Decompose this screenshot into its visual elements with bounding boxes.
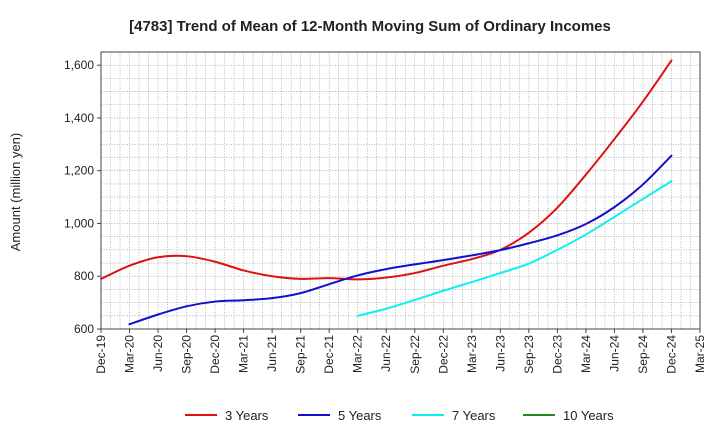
x-tick-label: Sep-22: [408, 335, 422, 374]
series-lines: [100, 59, 673, 326]
y-tick-label: 800: [74, 269, 94, 283]
series-line-7-years: [356, 180, 673, 317]
y-axis-label: Amount (million yen): [8, 133, 23, 252]
x-axis: Dec-19 Mar-20 Jun-20 Sep-20 Dec-20 Mar-21 Jun-…: [94, 329, 707, 374]
x-tick-label: Jun-22: [379, 335, 393, 372]
x-tick-label: Jun-24: [607, 335, 621, 372]
x-tick-label: Sep-21: [294, 335, 308, 374]
x-tick-label: Dec-20: [208, 335, 222, 374]
y-tick-label: 600: [74, 322, 94, 336]
x-tick-label: Dec-23: [550, 335, 564, 374]
x-tick-label: Dec-21: [322, 335, 336, 374]
legend-label-10-years: 10 Years: [563, 408, 614, 423]
y-tick-label: 1,000: [64, 216, 94, 230]
x-tick-label: Mar-20: [123, 335, 137, 373]
x-tick-label: Dec-22: [436, 335, 450, 374]
x-tick-label: Mar-22: [351, 335, 365, 373]
x-tick-label: Dec-24: [664, 335, 678, 374]
y-tick-label: 1,600: [64, 58, 94, 72]
x-tick-label: Mar-24: [579, 335, 593, 373]
y-tick-label: 1,400: [64, 111, 94, 125]
legend-label-3-years: 3 Years: [225, 408, 269, 423]
x-tick-label: Jun-23: [493, 335, 507, 372]
x-tick-label: Sep-24: [636, 335, 650, 374]
x-tick-label: Mar-21: [237, 335, 251, 373]
chart-title: [4783] Trend of Mean of 12-Month Moving …: [129, 18, 611, 35]
legend-label-7-years: 7 Years: [452, 408, 496, 423]
legend: 3 Years 5 Years 7 Years 10 Years: [185, 408, 614, 423]
grid: [101, 52, 700, 329]
x-tick-label: Dec-19: [94, 335, 108, 374]
series-line-5-years: [128, 154, 673, 326]
x-tick-label: Sep-20: [180, 335, 194, 374]
y-axis: 600 800 1,000 1,200 1,400 1,600: [64, 58, 101, 336]
x-tick-label: Mar-23: [465, 335, 479, 373]
series-line-3-years: [100, 59, 673, 281]
y-tick-label: 1,200: [64, 164, 94, 178]
legend-label-5-years: 5 Years: [338, 408, 382, 423]
x-tick-label: Jun-20: [151, 335, 165, 372]
x-tick-label: Sep-23: [522, 335, 536, 374]
plot-area: [100, 51, 701, 330]
x-tick-label: Mar-25: [693, 335, 707, 373]
x-tick-label: Jun-21: [265, 335, 279, 372]
